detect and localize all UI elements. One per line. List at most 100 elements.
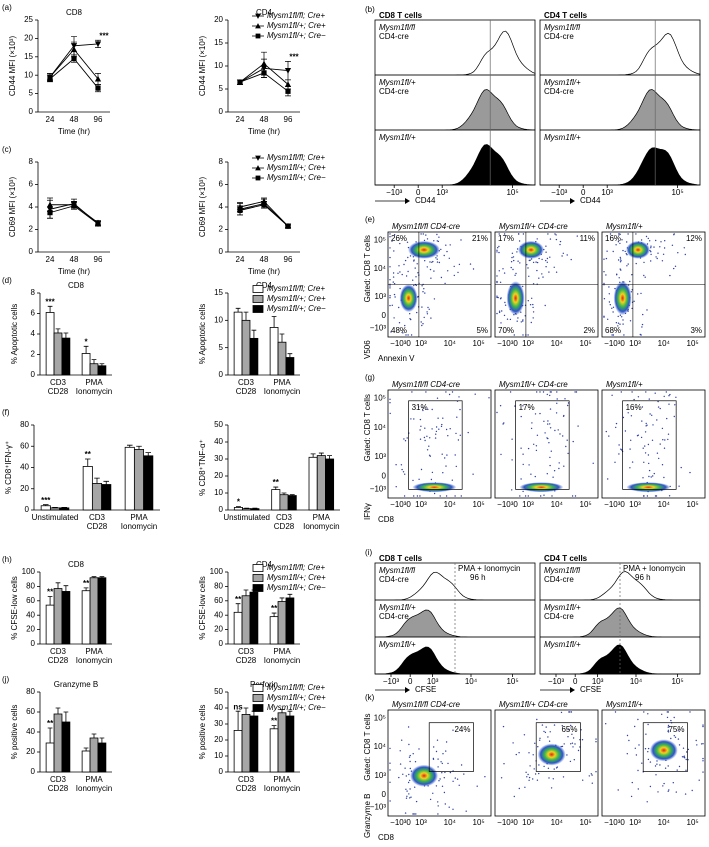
error-bar — [287, 593, 293, 598]
y-tick-label: 80 — [26, 687, 35, 696]
event-dot — [619, 268, 621, 270]
annotation: PMA + Ionomycin — [458, 564, 520, 573]
event-dot — [437, 801, 439, 803]
event-dot — [696, 744, 698, 746]
event-dot — [622, 319, 624, 321]
event-dot — [412, 813, 414, 815]
x-tick-label: 24 — [236, 255, 245, 264]
event-dot — [514, 274, 516, 276]
event-dot — [669, 393, 671, 396]
quadrant-percent: 11% — [580, 234, 595, 243]
event-dot — [428, 454, 431, 456]
bar — [277, 341, 287, 376]
marker — [284, 68, 292, 74]
event-dot — [449, 771, 452, 774]
event-dot — [655, 256, 657, 258]
event-dot — [448, 257, 450, 259]
event-dot — [444, 803, 446, 805]
event-dot — [435, 426, 438, 428]
event-dot — [425, 234, 427, 236]
marker — [285, 223, 291, 229]
event-dot — [622, 249, 624, 252]
event-dot — [657, 252, 659, 254]
event-dot — [591, 782, 593, 784]
event-dot — [563, 465, 565, 467]
event-dot — [545, 259, 547, 262]
error-bar — [251, 329, 257, 339]
event-dot — [431, 261, 433, 263]
density-blob — [626, 482, 671, 493]
x-tick-label: 0 — [620, 339, 625, 348]
event-dot — [389, 800, 391, 802]
event-dot — [446, 250, 448, 253]
event-dot — [655, 495, 658, 497]
x-tick-label: 10³ — [592, 677, 604, 686]
event-dot — [603, 282, 605, 285]
bar — [271, 489, 281, 511]
event-dot — [702, 743, 704, 745]
event-dot — [553, 266, 555, 268]
x-tick-label: 0 — [620, 818, 625, 827]
event-dot — [428, 445, 430, 447]
event-dot — [689, 471, 691, 474]
event-dot — [398, 776, 400, 779]
event-dot — [702, 757, 704, 760]
text-line: CD28 — [236, 784, 257, 793]
y-axis-label: Gated: CD8 T cells — [363, 394, 372, 461]
event-dot — [498, 245, 500, 248]
series-line — [49, 58, 99, 89]
event-dot — [656, 760, 658, 762]
event-dot — [431, 428, 433, 430]
x-tick-label: 10³ — [436, 188, 448, 197]
event-dot — [569, 760, 572, 763]
error-bar — [318, 452, 324, 456]
event-dot — [618, 233, 620, 235]
event-dot — [399, 750, 401, 752]
column-title: CD4 T cells — [544, 11, 588, 20]
event-dot — [549, 427, 552, 429]
event-dot — [607, 318, 609, 320]
y-tick-label: 60 — [20, 441, 29, 450]
x-tick-label: 10⁴ — [444, 500, 457, 509]
event-dot — [667, 433, 670, 435]
event-dot — [615, 426, 617, 429]
event-dot — [546, 473, 548, 475]
event-dot — [516, 251, 518, 253]
event-dot — [614, 461, 616, 463]
error-bar — [91, 359, 97, 364]
error-bar — [83, 587, 89, 591]
y-tick-label: 40 — [214, 610, 223, 619]
event-dot — [662, 253, 665, 255]
event-dot — [426, 435, 428, 437]
x-tick-label: −10³ — [604, 500, 621, 509]
text-line: Ionomycin — [76, 784, 112, 793]
event-dot — [661, 713, 663, 715]
event-dot — [547, 437, 549, 440]
event-dot — [405, 797, 408, 799]
event-dot — [627, 233, 629, 235]
event-dot — [405, 775, 407, 777]
event-dot — [529, 259, 531, 261]
event-dot — [532, 303, 534, 306]
event-dot — [674, 404, 676, 406]
density-blob — [408, 240, 441, 259]
x-tick-label: 96 — [94, 115, 103, 124]
y-tick-label: 10⁵ — [374, 714, 386, 723]
y-axis-label: Gated: CD8 T cells — [363, 235, 372, 302]
event-dot — [658, 457, 660, 460]
event-dot — [526, 264, 528, 266]
event-dot — [553, 470, 556, 472]
event-dot — [619, 242, 621, 245]
legend-swatch — [252, 584, 264, 592]
event-dot — [621, 316, 623, 318]
event-dot — [577, 749, 580, 752]
event-dot — [550, 450, 552, 452]
event-dot — [617, 322, 620, 324]
event-dot — [453, 274, 455, 277]
event-dot — [635, 262, 637, 265]
error-bar — [63, 332, 69, 339]
event-dot — [432, 260, 434, 263]
event-dot — [393, 293, 396, 296]
event-dot — [606, 250, 608, 252]
